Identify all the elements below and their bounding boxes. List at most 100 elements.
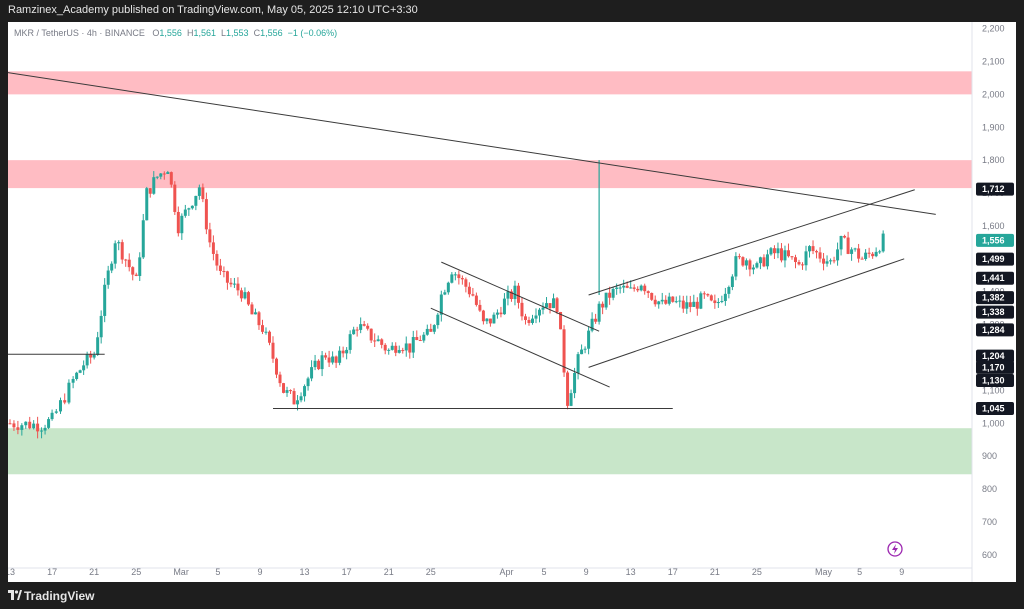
candle [755,263,759,268]
candle [636,288,640,291]
price-chart[interactable]: 6007008009001,0001,1001,2001,3001,4001,5… [8,22,1016,582]
candle [744,260,748,266]
candle [285,390,289,393]
price-label: 1,441 [982,273,1005,283]
candle [71,378,75,383]
candle [380,339,384,345]
candle [236,283,240,291]
candle [604,292,608,308]
trendline[interactable] [588,189,915,296]
candle [678,300,682,302]
candle [622,285,626,288]
candle [197,187,201,196]
candle [674,301,678,303]
candle [871,253,875,257]
candle [576,354,580,373]
candle [555,298,559,312]
price-label-tag [976,374,1014,388]
candle [520,302,524,317]
candle [404,343,408,351]
candle [401,350,405,352]
candle [194,195,198,206]
trendline[interactable] [588,258,905,368]
candle [478,304,482,311]
candle [271,342,275,359]
candle [229,282,233,285]
chart-frame[interactable]: 6007008009001,0001,1001,2001,3001,4001,5… [8,22,1016,582]
candle [422,334,426,341]
lightning-icon[interactable] [887,541,903,557]
candle [397,350,401,353]
candle [394,345,398,353]
candle [418,340,422,342]
candle [303,386,307,397]
candle [334,356,338,363]
candle [92,354,96,358]
candle [850,249,854,254]
candle [341,350,345,354]
candle [797,262,801,265]
candle [275,358,279,375]
candle [692,301,696,307]
candle [359,324,363,330]
candle [246,292,250,305]
trendline[interactable] [441,261,600,332]
candle [509,291,513,300]
candle [338,350,342,363]
trendline[interactable] [430,307,610,388]
x-tick-label: 13 [626,567,636,577]
candle [362,324,366,326]
candle [450,274,454,283]
candle [527,319,531,323]
candle [120,242,124,260]
y-tick-label: 1,600 [982,221,1005,231]
candle [317,360,321,370]
candle [699,293,703,309]
candle [243,292,247,299]
candle [664,299,668,304]
candle [345,349,349,354]
x-tick-label: 13 [300,567,310,577]
price-label: 1,382 [982,293,1005,303]
candle [786,250,790,257]
candle [432,325,436,332]
x-tick-label: Apr [499,567,513,577]
candle [538,309,542,316]
candle [373,340,377,342]
candle [667,296,671,304]
candle [569,393,573,406]
candle [313,360,317,368]
published-line: Ramzinex_Academy published on TradingVie… [8,4,418,16]
candle [411,337,415,353]
candle [625,285,629,288]
trendline[interactable] [8,71,936,215]
x-tick-label: 25 [426,567,436,577]
price-label: 1,204 [982,351,1005,361]
candle [762,257,766,267]
candle [580,349,584,355]
candle [320,355,324,370]
price-label-tag [976,233,1014,247]
candle [811,246,815,252]
candle [530,318,534,323]
price-label-tag [976,360,1014,374]
price-label: 1,499 [982,254,1005,264]
candle [32,423,36,429]
candle [166,172,170,175]
candle [82,365,86,371]
resistance-zone [8,71,972,95]
x-tick-label: 25 [752,567,762,577]
candle [8,423,12,425]
candle [327,357,331,363]
price-label-tag [976,291,1014,305]
candle [292,391,296,405]
x-tick-label: 9 [584,567,589,577]
lightning-bolt-icon [892,544,898,554]
price-label: 1,170 [982,362,1005,372]
y-tick-label: 2,200 [982,24,1005,34]
candle [597,303,601,322]
y-tick-label: 2,000 [982,89,1005,99]
candle [548,303,552,309]
candle [695,301,699,309]
tradingview-logo-icon [8,590,22,600]
